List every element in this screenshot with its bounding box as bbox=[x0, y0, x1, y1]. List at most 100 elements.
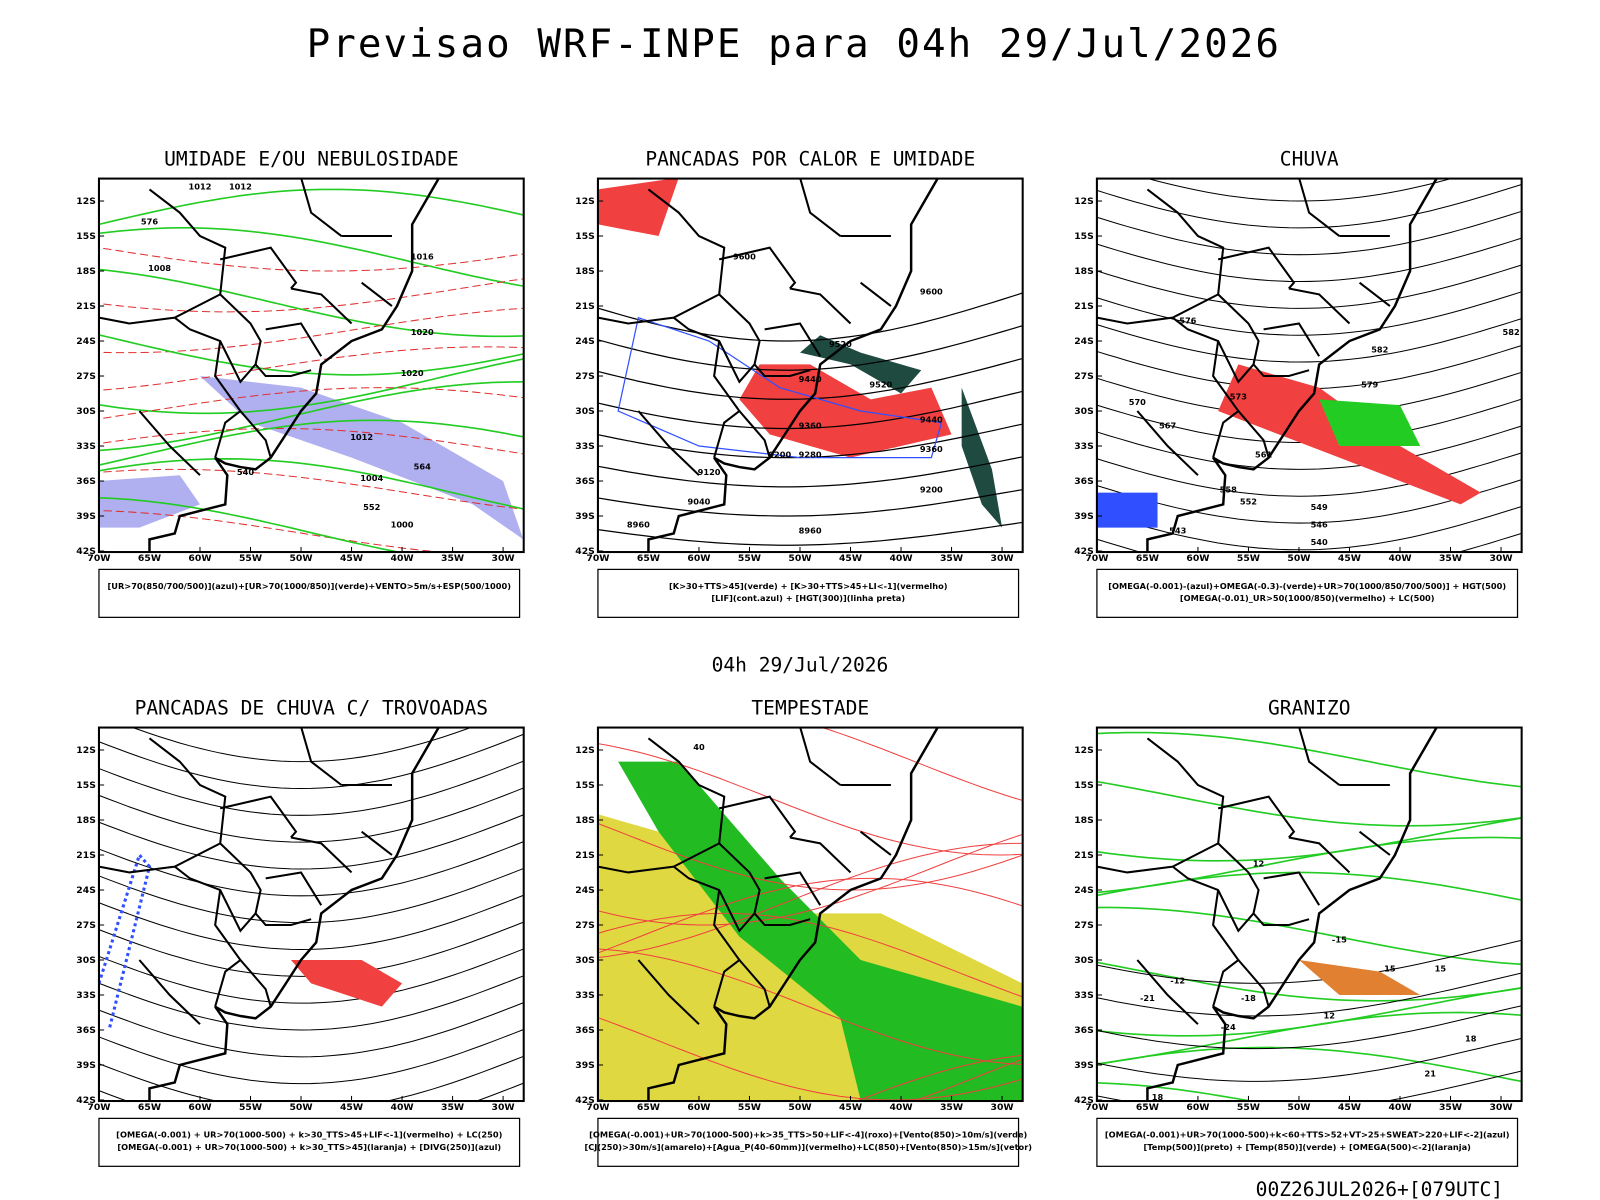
lat-label: 33S bbox=[1074, 441, 1094, 452]
lon-label: 60W bbox=[188, 553, 211, 564]
map-panel: 40 bbox=[597, 727, 1023, 1102]
contour-label: -12 bbox=[1170, 975, 1185, 985]
contour-label: 40 bbox=[693, 742, 705, 752]
contour-label: 1012 bbox=[189, 181, 212, 191]
green-contour bbox=[98, 358, 524, 415]
temp500-contour bbox=[1096, 939, 1522, 984]
panel-title: GRANIZO bbox=[1268, 696, 1350, 719]
lat-label: 39S bbox=[1074, 1060, 1094, 1071]
temp850-contour bbox=[1096, 906, 1522, 966]
border bbox=[1298, 727, 1341, 786]
border bbox=[637, 410, 700, 476]
streamline bbox=[98, 760, 524, 816]
lat-label: 15S bbox=[1074, 231, 1094, 242]
streamline bbox=[98, 948, 524, 1004]
contour-label: 1012 bbox=[350, 432, 373, 442]
contour-label: -18 bbox=[1241, 993, 1256, 1003]
streamline bbox=[98, 1055, 524, 1102]
border bbox=[753, 912, 811, 927]
streamline bbox=[1096, 505, 1522, 551]
red-contour bbox=[98, 468, 524, 510]
k-area bbox=[961, 387, 1003, 528]
contour-label: 543 bbox=[1169, 526, 1186, 536]
border bbox=[361, 281, 393, 307]
contour-label: 549 bbox=[1311, 502, 1328, 512]
lat-label: 24S bbox=[1074, 885, 1094, 896]
border bbox=[1096, 737, 1225, 874]
divg-area bbox=[98, 851, 152, 1031]
border bbox=[764, 322, 822, 357]
map-panel: 1012 1008 1012 1016 1020 1020 1012 1004 1000 540 5… bbox=[98, 178, 524, 553]
border bbox=[673, 293, 761, 384]
map-panel: -12 -15 -18 -21 -24 12 15 18 21 18 15 12 bbox=[1096, 727, 1522, 1102]
panel-frame bbox=[1095, 726, 1523, 1103]
border bbox=[597, 188, 726, 325]
lat-label: 15S bbox=[575, 780, 595, 791]
contour-label: 8960 bbox=[627, 520, 650, 530]
contour-label: 1020 bbox=[411, 327, 434, 337]
streamline bbox=[1096, 452, 1522, 497]
lon-label: 35W bbox=[940, 1102, 963, 1113]
streamline bbox=[98, 975, 524, 1031]
border bbox=[799, 178, 842, 237]
lat-label: 30S bbox=[76, 955, 96, 966]
panel-frame bbox=[1095, 177, 1523, 554]
caption: [OMEGA(-0.001)+UR>70(1000-500)+k>35_TTS>… bbox=[589, 1130, 1027, 1140]
temp850-contour bbox=[1096, 961, 1522, 1002]
lat-label: 42S bbox=[575, 546, 595, 557]
lat-label: 33S bbox=[575, 441, 595, 452]
lat-label: 18S bbox=[575, 815, 595, 826]
caption-box bbox=[1096, 568, 1519, 618]
contour-label: 21 bbox=[1425, 1069, 1437, 1079]
border bbox=[219, 246, 298, 290]
lon-label: 60W bbox=[188, 1102, 211, 1113]
panel-frame bbox=[97, 726, 525, 1103]
hgt-contour bbox=[597, 292, 1023, 342]
contour-label: 576 bbox=[141, 216, 158, 226]
border bbox=[290, 287, 353, 325]
border bbox=[254, 912, 312, 927]
lat-label: 12S bbox=[76, 196, 96, 207]
lon-label: 30W bbox=[1489, 553, 1512, 564]
lat-label: 39S bbox=[575, 1060, 595, 1071]
red-contour bbox=[98, 427, 524, 455]
lon-label: 45W bbox=[839, 553, 862, 564]
contour-label: 9520 bbox=[829, 339, 852, 349]
border bbox=[738, 410, 771, 458]
lat-label: 27S bbox=[76, 920, 96, 931]
lc-contour bbox=[597, 1017, 1023, 1101]
border bbox=[859, 830, 892, 856]
lon-label: 30W bbox=[492, 1102, 515, 1113]
lat-label: 21S bbox=[76, 301, 96, 312]
hgt-contour bbox=[597, 325, 1023, 371]
panel-title: CHUVA bbox=[1280, 147, 1339, 170]
lat-label: 42S bbox=[1074, 546, 1094, 557]
red-contour bbox=[98, 307, 524, 354]
lat-label: 42S bbox=[1074, 1095, 1094, 1106]
lat-label: 18S bbox=[76, 266, 96, 277]
streamline bbox=[98, 787, 524, 843]
lon-label: 35W bbox=[1439, 1102, 1462, 1113]
contour-label: 15 bbox=[1384, 964, 1396, 974]
temp850-contour bbox=[1096, 1046, 1522, 1083]
lat-label: 39S bbox=[76, 511, 96, 522]
streamline bbox=[1096, 291, 1522, 336]
lat-label: 12S bbox=[1074, 196, 1094, 207]
panel-frame bbox=[596, 177, 1024, 554]
lon-label: 35W bbox=[441, 553, 464, 564]
lat-label: 39S bbox=[575, 511, 595, 522]
lc-contour bbox=[597, 877, 1023, 954]
lon-label: 70W bbox=[1085, 553, 1108, 564]
red-contour bbox=[98, 510, 445, 553]
border bbox=[254, 363, 312, 378]
lat-label: 18S bbox=[1074, 266, 1094, 277]
lon-label: 60W bbox=[687, 1102, 710, 1113]
lon-label: 35W bbox=[441, 1102, 464, 1113]
lon-label: 55W bbox=[1237, 1102, 1260, 1113]
lon-label: 65W bbox=[138, 1102, 161, 1113]
contour-label: 540 bbox=[1311, 537, 1328, 547]
caption: [K>30+TTS>45](verde) + [K>30+TTS>45+LI<-… bbox=[669, 581, 948, 591]
lat-label: 21S bbox=[575, 301, 595, 312]
lat-label: 27S bbox=[1074, 371, 1094, 382]
